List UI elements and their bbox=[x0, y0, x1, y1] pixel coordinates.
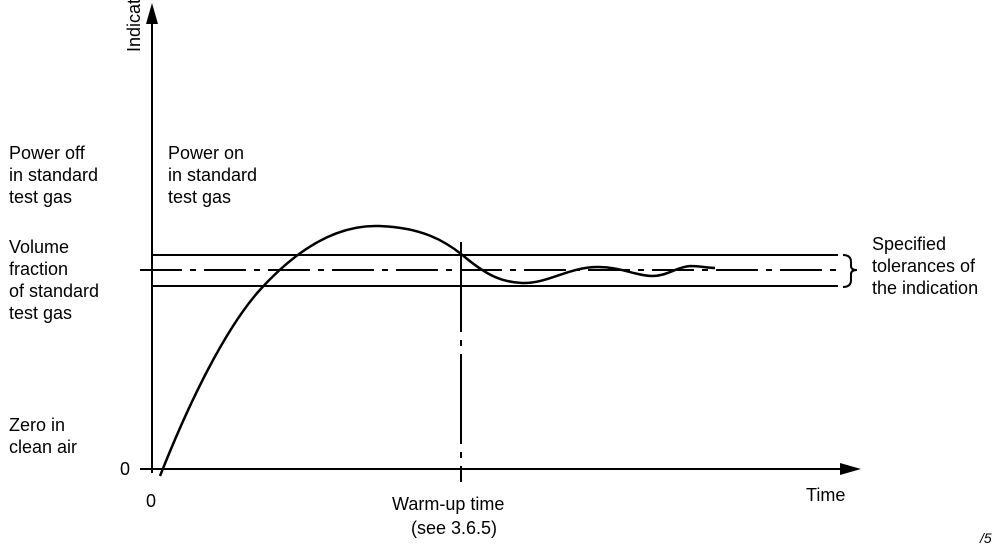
tolerance-brace bbox=[842, 254, 858, 288]
x-origin-label: 0 bbox=[146, 491, 157, 511]
power-off-label: Power off in standard test gas bbox=[9, 143, 99, 207]
x-axis-label: Time bbox=[806, 485, 846, 505]
volume-fraction-label: Volume fraction of standard test gas bbox=[9, 237, 100, 323]
zero-clean-air-label: Zero in clean air bbox=[9, 415, 78, 457]
power-on-label: Power on in standard test gas bbox=[168, 143, 258, 207]
y-origin-label: 0 bbox=[120, 459, 131, 479]
warmup-time-label: Warm-up time bbox=[392, 494, 505, 514]
y-axis-arrowhead bbox=[146, 3, 158, 24]
tolerances-label: Specified tolerances of the indication bbox=[872, 234, 979, 298]
response-curve bbox=[158, 224, 716, 477]
warmup-reference-label: (see 3.6.5) bbox=[411, 518, 498, 538]
x-axis-arrowhead bbox=[840, 463, 861, 475]
figure-number-fragment: /5 bbox=[980, 530, 992, 546]
y-axis-label: Indication bbox=[124, 0, 144, 52]
